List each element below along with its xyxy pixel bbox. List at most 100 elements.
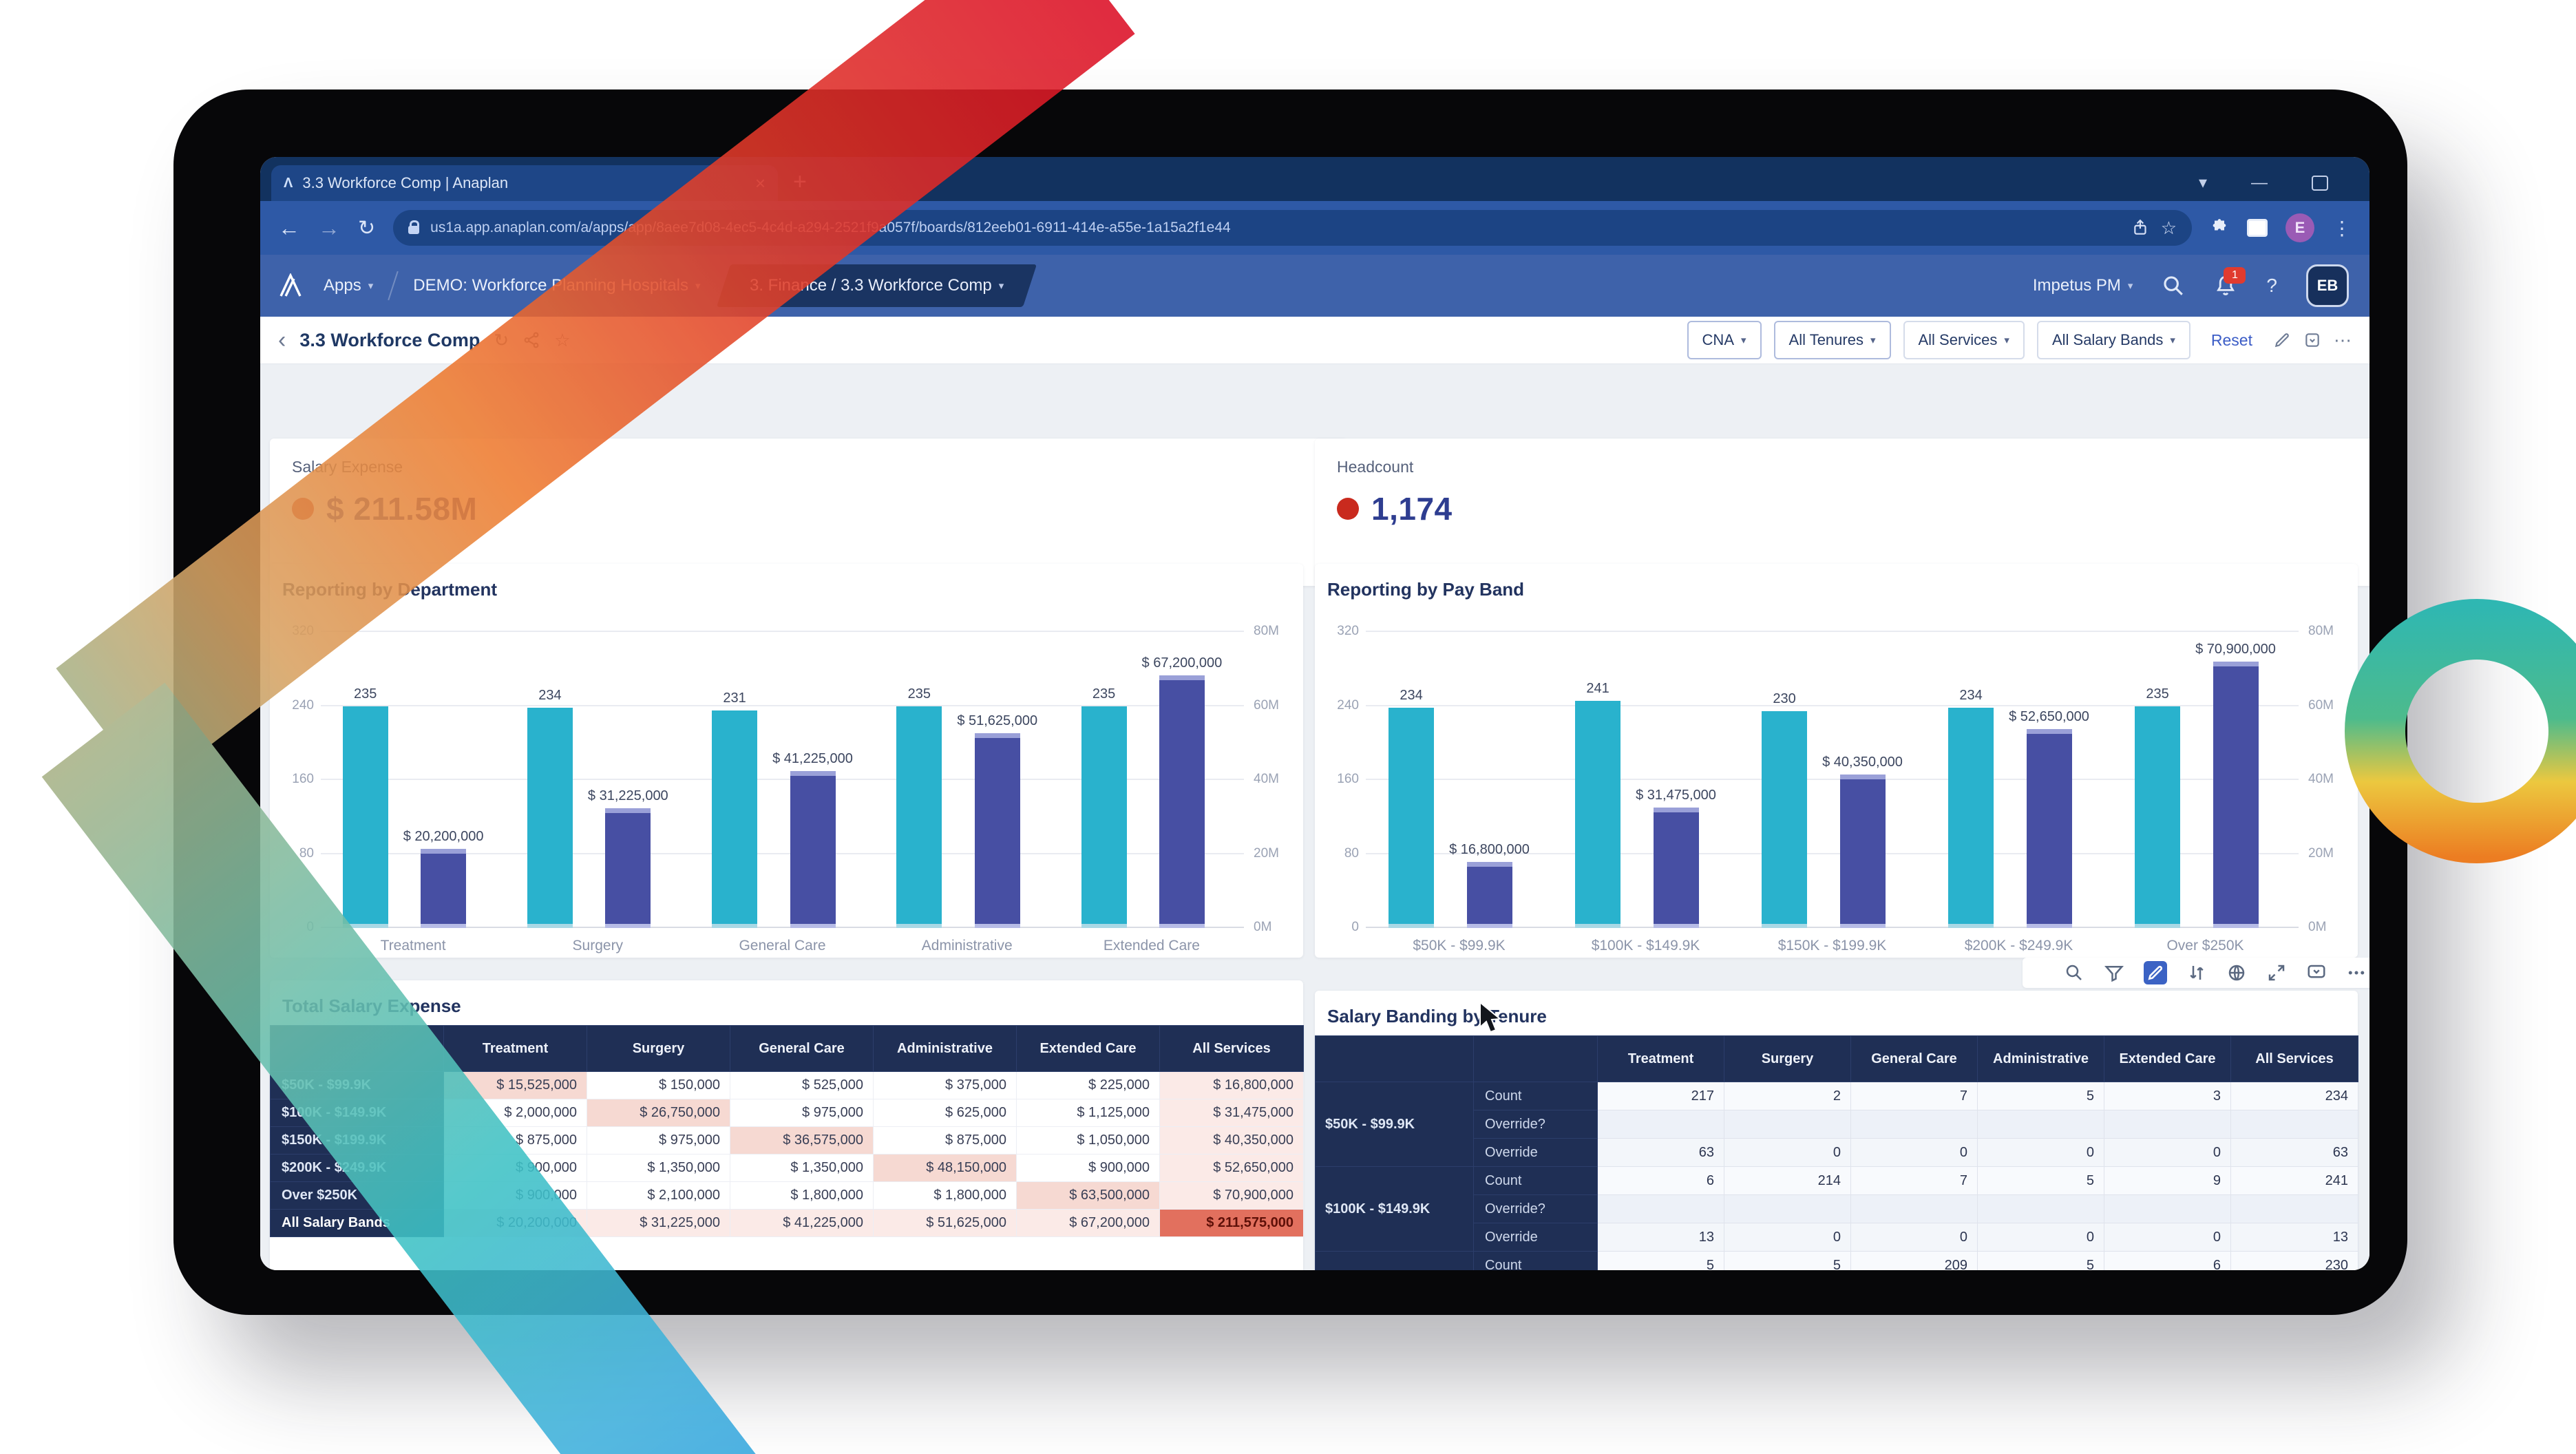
filter-dropdown-cna[interactable]: CNA ▾ — [1687, 321, 1762, 359]
grid-cell[interactable]: 0 — [2104, 1223, 2231, 1252]
nav-apps-menu[interactable]: Apps ▾ — [324, 276, 374, 295]
grid-cell[interactable] — [1724, 1194, 1851, 1223]
extensions-icon[interactable] — [2210, 218, 2229, 238]
grid-cell[interactable]: 0 — [1977, 1223, 2104, 1252]
options-icon[interactable] — [2226, 962, 2247, 983]
headcount-bar-wrap: 235 — [342, 632, 388, 928]
filter-dropdown-services[interactable]: All Services ▾ — [1903, 321, 2025, 359]
data-cell: $ 63,500,000 — [1016, 1181, 1160, 1210]
grid-cell[interactable] — [1977, 1194, 2104, 1223]
more-icon[interactable] — [2346, 962, 2367, 983]
browser-profile-avatar[interactable]: E — [2285, 213, 2314, 242]
data-cell: $ 2,100,000 — [587, 1181, 730, 1210]
nav-board-tab[interactable]: 3. Finance / 3.3 Workforce Comp ▾ — [717, 264, 1037, 307]
grid-cell[interactable]: 7 — [1850, 1082, 1978, 1110]
grid-cell[interactable]: 5 — [1724, 1251, 1851, 1270]
grid-cell[interactable]: 0 — [1977, 1138, 2104, 1167]
grid-cell[interactable]: 0 — [1724, 1223, 1851, 1252]
grid-cell[interactable]: 214 — [1724, 1166, 1851, 1195]
share-page-icon[interactable] — [2132, 219, 2150, 237]
grid-cell[interactable]: 6 — [2104, 1251, 2231, 1270]
grid-cell[interactable]: 5 — [1977, 1082, 2104, 1110]
back-chevron-icon[interactable]: ‹ — [278, 327, 286, 353]
reset-button[interactable]: Reset — [2210, 330, 2252, 349]
grid-cell[interactable]: 0 — [2104, 1138, 2231, 1167]
grid-cell[interactable]: 7 — [1850, 1166, 1978, 1195]
filter-dropdown-salary-bands[interactable]: All Salary Bands ▾ — [2036, 321, 2190, 359]
grid-cell[interactable] — [2230, 1194, 2358, 1223]
window-minimize-icon[interactable]: — — [2251, 173, 2268, 192]
nav-user-menu[interactable]: Impetus PM ▾ — [2032, 276, 2133, 295]
more-options-icon[interactable]: ⋯ — [2334, 329, 2352, 350]
salary-bar — [1653, 808, 1699, 928]
search-icon[interactable] — [2162, 274, 2185, 297]
back-icon[interactable]: ← — [278, 215, 300, 240]
notifications-bell-icon[interactable]: 1 — [2214, 267, 2246, 297]
grid-cell[interactable]: 63 — [2230, 1138, 2358, 1167]
table-corner-cell — [1473, 1035, 1598, 1082]
window-restore-icon[interactable] — [2312, 176, 2328, 191]
grid-cell[interactable]: 241 — [2230, 1166, 2358, 1195]
browser-tab[interactable]: Λ 3.3 Workforce Comp | Anaplan × — [271, 165, 778, 201]
edit-icon[interactable] — [2144, 961, 2167, 984]
window-chevron-icon[interactable]: ▾ — [2198, 173, 2207, 192]
grid-cell[interactable] — [2104, 1194, 2231, 1223]
side-panel-icon[interactable] — [2247, 219, 2268, 237]
grid-cell[interactable]: 6 — [1597, 1166, 1724, 1195]
nav-workspace-menu[interactable]: DEMO: Workforce Planning Hospitals ▾ — [413, 276, 701, 295]
table-card-total-salary: Total Salary Expense Treatment Surgery Gen… — [270, 980, 1304, 1270]
grid-cell[interactable] — [1850, 1194, 1978, 1223]
notification-badge: 1 — [2224, 267, 2246, 284]
grid-cell[interactable]: 5 — [1597, 1251, 1724, 1270]
save-view-icon[interactable] — [2303, 331, 2321, 349]
axis-tick-label: 80 — [299, 845, 314, 861]
filter-icon[interactable] — [2104, 962, 2124, 983]
grid-cell[interactable]: 5 — [1977, 1251, 2104, 1270]
grid-cell[interactable]: 2 — [1724, 1082, 1851, 1110]
bookmark-star-icon[interactable]: ☆ — [2160, 217, 2177, 238]
grid-cell[interactable] — [1597, 1110, 1724, 1139]
favorite-star-icon[interactable]: ☆ — [554, 329, 571, 350]
comment-icon[interactable] — [2306, 962, 2327, 983]
grid-cell[interactable]: 63 — [1597, 1138, 1724, 1167]
data-cell: $ 16,800,000 — [1159, 1071, 1304, 1099]
grid-cell[interactable]: 209 — [1850, 1251, 1978, 1270]
grid-cell[interactable]: 5 — [1977, 1166, 2104, 1195]
chart-card-pay-band: Reporting by Pay Band 320 240 160 80 0 234 $ 1… — [1315, 564, 2358, 958]
grid-cell[interactable] — [1724, 1110, 1851, 1139]
grid-cell[interactable]: 13 — [1597, 1223, 1724, 1252]
grid-cell[interactable]: 0 — [1724, 1138, 1851, 1167]
category-label: Treatment — [380, 938, 446, 953]
reload-icon[interactable]: ↻ — [358, 216, 376, 240]
browser-menu-icon[interactable]: ⋮ — [2332, 217, 2352, 239]
data-cell: $ 1,350,000 — [587, 1154, 730, 1182]
filter-dropdown-tenures[interactable]: All Tenures ▾ — [1773, 321, 1891, 359]
expand-icon[interactable] — [2266, 962, 2287, 983]
address-bar[interactable]: us1a.app.anaplan.com/a/apps/app/8aee7d08… — [393, 210, 2192, 246]
tab-close-icon[interactable]: × — [754, 172, 766, 193]
forward-icon[interactable]: → — [318, 215, 340, 240]
grid-cell[interactable]: 3 — [2104, 1082, 2231, 1110]
help-icon[interactable]: ? — [2266, 275, 2277, 296]
grid-cell[interactable] — [2230, 1110, 2358, 1139]
grid-cell[interactable]: 13 — [2230, 1223, 2358, 1252]
grid-cell[interactable] — [2104, 1110, 2231, 1139]
refresh-icon[interactable]: ↻ — [494, 329, 509, 350]
grid-cell[interactable]: 217 — [1597, 1082, 1724, 1110]
grid-cell[interactable]: 234 — [2230, 1082, 2358, 1110]
share-board-icon[interactable] — [522, 331, 540, 349]
grid-cell[interactable]: 0 — [1850, 1138, 1978, 1167]
anaplan-logo-icon[interactable] — [277, 273, 304, 298]
grid-cell[interactable]: 230 — [2230, 1251, 2358, 1270]
grid-cell[interactable]: 0 — [1850, 1223, 1978, 1252]
grid-cell[interactable] — [1597, 1194, 1724, 1223]
sort-icon[interactable] — [2186, 962, 2207, 983]
chevron-down-icon: ▾ — [999, 280, 1004, 292]
user-avatar[interactable]: EB — [2306, 264, 2349, 307]
grid-cell[interactable] — [1977, 1110, 2104, 1139]
grid-cell[interactable]: 9 — [2104, 1166, 2231, 1195]
grid-cell[interactable] — [1850, 1110, 1978, 1139]
new-tab-button[interactable]: + — [793, 169, 807, 195]
edit-pencil-icon[interactable] — [2273, 331, 2291, 349]
search-icon[interactable] — [2064, 962, 2084, 983]
